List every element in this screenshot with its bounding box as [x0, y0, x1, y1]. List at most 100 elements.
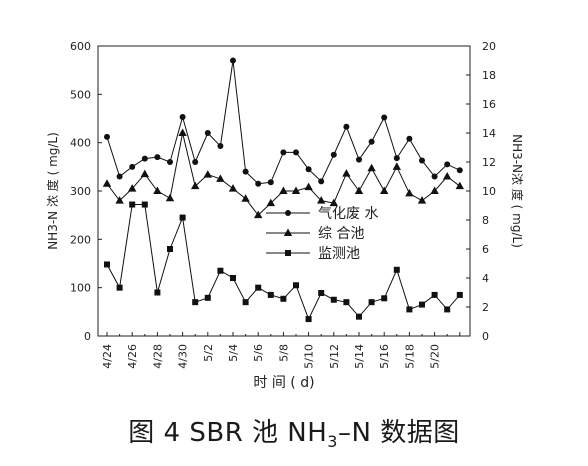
- x-tick-label: 5/6: [252, 344, 265, 362]
- data-point: [140, 169, 149, 178]
- data-point: [255, 284, 262, 291]
- data-point: [305, 316, 312, 323]
- data-point: [179, 114, 186, 121]
- data-point: [356, 313, 362, 320]
- data-point: [279, 186, 288, 194]
- x-axis: 4/24 4/26 4/28 4/30 5/2 5/4 5/6 5/8 5/10 5/12 5/14…: [101, 332, 461, 369]
- y-left-tick-label: 100: [70, 282, 91, 295]
- caption-subscript: 3: [327, 432, 338, 452]
- data-point: [356, 156, 362, 163]
- caption-suffix: –N 数据图: [337, 418, 460, 448]
- data-point: [167, 159, 173, 165]
- data-point: [291, 186, 301, 194]
- data-point: [116, 173, 123, 180]
- data-point: [293, 282, 299, 289]
- x-tick-label: 5/16: [378, 344, 391, 369]
- x-tick-label: 4/26: [126, 344, 139, 369]
- data-point: [417, 196, 427, 204]
- x-tick-label: 5/8: [277, 344, 290, 362]
- data-point: [330, 151, 337, 158]
- data-point: [354, 186, 364, 194]
- series-line: [106, 60, 461, 185]
- data-point: [254, 210, 263, 219]
- data-point: [179, 214, 186, 221]
- y-right-tick-label: 20: [482, 40, 496, 53]
- data-point: [444, 306, 451, 313]
- y-right-tick-label: 14: [482, 127, 496, 140]
- y-left-tick-label: 500: [70, 88, 91, 101]
- y-left-tick-label: 300: [70, 185, 91, 198]
- x-tick-label: 5/20: [429, 344, 442, 369]
- data-point: [456, 291, 463, 298]
- data-point: [102, 179, 112, 187]
- data-point: [204, 294, 211, 301]
- data-point: [293, 149, 299, 156]
- data-point: [216, 174, 225, 182]
- data-point: [443, 172, 452, 180]
- y-right-tick-label: 6: [482, 243, 489, 256]
- y-left-axis: 0 100 200 300 400 500 600: [70, 40, 102, 343]
- figure-caption: 图 4 SBR 池 NH3–N 数据图: [0, 412, 588, 451]
- x-tick-label: 5/2: [202, 344, 215, 362]
- data-point: [368, 299, 375, 306]
- data-point: [329, 198, 338, 207]
- legend-marker: [285, 250, 291, 256]
- y-right-tick-label: 18: [482, 69, 496, 82]
- data-point: [204, 130, 211, 136]
- y-right-axis: 0 2 4 6 8 10 12 14 16 18 20: [466, 40, 496, 343]
- data-point: [165, 193, 175, 202]
- data-point: [154, 154, 161, 161]
- data-point: [255, 180, 262, 187]
- data-point: [266, 198, 275, 207]
- data-point: [431, 173, 438, 180]
- y-left-tick-label: 200: [70, 233, 91, 246]
- data-point: [154, 289, 161, 296]
- data-point: [393, 155, 400, 162]
- data-point: [405, 188, 414, 197]
- x-tick-label: 5/12: [328, 344, 341, 369]
- y-right-tick-label: 16: [482, 98, 496, 111]
- data-point: [141, 201, 148, 208]
- chart: 0 100 200 300 400 500 600 0 2 4 6 8 10 12 14 16 18 20 4/…: [45, 40, 525, 391]
- data-point: [267, 179, 274, 186]
- data-point: [419, 301, 425, 308]
- data-point: [367, 163, 376, 172]
- x-tick-label: 5/4: [227, 344, 240, 362]
- legend-marker: [283, 228, 293, 236]
- legend-label: 监测池: [318, 246, 360, 262]
- data-point: [406, 306, 413, 313]
- y-left-tick-label: 600: [70, 40, 91, 53]
- data-point: [217, 267, 224, 274]
- data-point: [192, 159, 199, 165]
- y-right-tick-label: 12: [482, 156, 496, 169]
- data-point: [305, 166, 312, 173]
- data-point: [178, 128, 187, 136]
- data-point: [406, 135, 413, 142]
- data-point: [380, 186, 389, 194]
- data-point: [444, 161, 451, 168]
- data-point: [280, 149, 287, 156]
- data-point: [129, 201, 136, 208]
- y-right-tick-label: 10: [482, 185, 496, 198]
- data-point: [241, 194, 250, 202]
- x-tick-label: 4/24: [101, 344, 114, 369]
- data-point: [455, 181, 464, 190]
- data-point: [318, 178, 325, 185]
- data-point: [203, 170, 212, 178]
- data-point: [318, 289, 325, 296]
- data-point: [343, 299, 350, 306]
- x-tick-label: 5/14: [353, 344, 366, 369]
- y-axis-left-label: NH3-N 浓 度 ( mg/L): [45, 132, 60, 250]
- series-circle: [104, 57, 463, 187]
- data-point: [392, 162, 401, 170]
- data-point: [242, 168, 249, 175]
- x-tick-label: 5/18: [403, 344, 416, 369]
- y-right-tick-label: 2: [482, 301, 489, 314]
- data-point: [141, 155, 148, 162]
- data-point: [230, 57, 236, 64]
- data-point: [381, 114, 388, 121]
- x-axis-label: 时 间 ( d): [253, 375, 314, 391]
- x-tick-label: 5/10: [303, 344, 316, 369]
- legend-label: 气化废 水: [318, 206, 378, 222]
